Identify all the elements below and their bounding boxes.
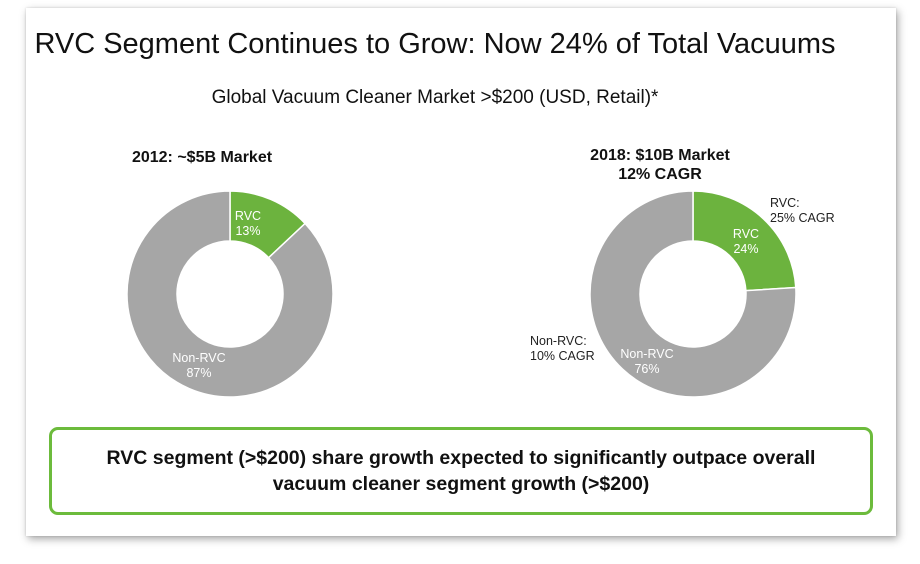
chart-2018-title-text: 2018: $10B Market (590, 147, 730, 164)
summary-callout-box: RVC segment (>$200) share growth expecte… (49, 427, 873, 515)
callout-line-1: RVC segment (>$200) share growth expecte… (106, 447, 816, 469)
slice-label-2018-rvc: RVC 24% (733, 227, 759, 256)
slice-label-value-2018-rvc: 24% (733, 242, 758, 256)
slice-label-2018-non-rvc: Non-RVC 76% (620, 347, 673, 376)
pie-slice-2018-non-rvc (589, 190, 797, 398)
slice-label-name-2018-rvc: RVC (733, 227, 759, 241)
slice-label-value-2012-non-rvc: 87% (186, 366, 211, 380)
chart-2018-subtitle-text: 12% CAGR (618, 166, 702, 183)
slice-label-name-2012-rvc: RVC (235, 209, 261, 223)
slice-annotation-2018-rvc: RVC: 25% CAGR (770, 196, 835, 225)
chart-2012-title-text: 2012: ~$5B Market (131, 149, 273, 166)
chart-2012-title: 2012: ~$5B Market (102, 148, 302, 167)
slice-label-value-2012-rvc: 13% (235, 224, 260, 238)
slice-annotation-2018-non-rvc: Non-RVC: 10% CAGR (530, 334, 595, 363)
pie-slice-2018-rvc (692, 190, 797, 292)
pie-slice-2012-non-rvc (126, 190, 334, 398)
slice-label-2012-non-rvc: Non-RVC 87% (172, 351, 225, 380)
slice-annotation-line-2018-rvc: RVC: (770, 196, 800, 210)
page-subtitle: Global Vacuum Cleaner Market >$200 (USD,… (211, 87, 659, 108)
slice-label-2012-rvc: RVC 13% (235, 209, 261, 238)
slice-annotation-line-2018-non-rvc: 10% CAGR (530, 349, 595, 363)
slice-label-value-2018-non-rvc: 76% (634, 362, 659, 376)
slice-annotation-line-2018-rvc: 25% CAGR (770, 211, 835, 225)
callout-line-2: vacuum cleaner segment growth (>$200) (272, 473, 650, 495)
slice-annotation-line-2018-non-rvc: Non-RVC: (530, 334, 587, 348)
slice-label-name-2018-non-rvc: Non-RVC (620, 347, 673, 361)
slice-label-name-2012-non-rvc: Non-RVC (172, 351, 225, 365)
chart-2018-title: 2018: $10B Market 12% CAGR (560, 146, 760, 184)
summary-callout-text: RVC segment (>$200) share growth expecte… (107, 445, 816, 497)
page-title: RVC Segment Continues to Grow: Now 24% o… (34, 28, 836, 60)
